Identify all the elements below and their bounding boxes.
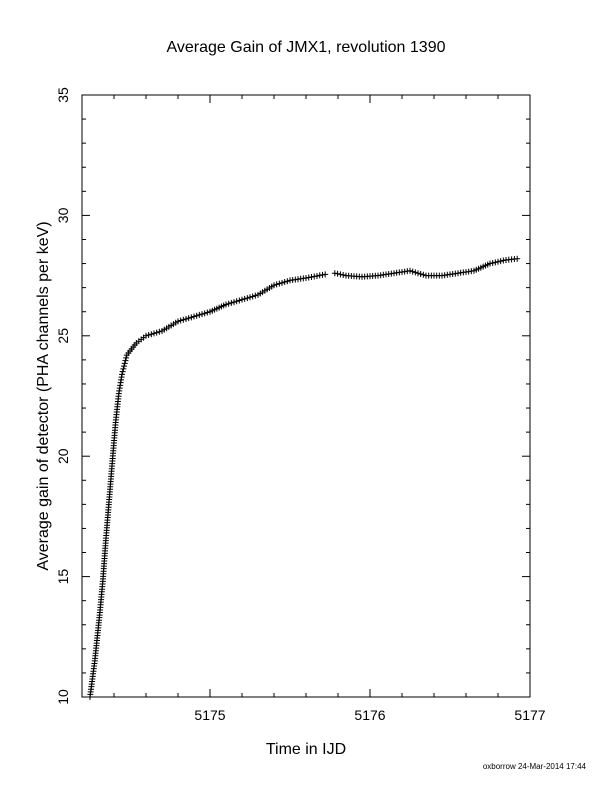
data-point-interp <box>279 279 285 286</box>
data-point <box>223 301 229 308</box>
data-point-interp <box>284 278 291 285</box>
data-point-interp <box>156 328 163 335</box>
x-axis-tick-labels: 5175 5176 5177 <box>194 707 545 723</box>
data-point <box>514 255 521 262</box>
y-tick-label: 15 <box>55 569 71 585</box>
data-point-interp <box>228 299 235 306</box>
data-point-interp <box>119 368 126 375</box>
data-point-interp <box>420 271 427 278</box>
data-point-interp <box>247 294 253 301</box>
data-point-interp <box>177 317 184 324</box>
y-tick-label: 35 <box>55 87 71 103</box>
data-point <box>191 313 197 320</box>
data-point-interp <box>122 357 129 364</box>
data-point-interp <box>412 269 419 276</box>
data-point-interp <box>196 311 203 318</box>
data-point <box>271 282 277 289</box>
data-point-interp <box>252 292 259 299</box>
data-point-interp <box>489 259 496 266</box>
x-axis-label: Time in IJD <box>266 741 346 758</box>
data-point-interp <box>497 258 504 265</box>
data-point-interp <box>249 293 256 300</box>
data-point-interp <box>148 331 155 338</box>
data-markers <box>87 255 521 700</box>
data-point-interp <box>199 311 205 318</box>
data-point-interp <box>120 365 127 372</box>
data-point-interp <box>121 360 128 367</box>
data-point-interp <box>337 271 344 278</box>
y-axis-tick-labels: 10 15 20 25 30 35 <box>55 87 71 705</box>
y-tick-label: 25 <box>55 328 71 344</box>
data-point-interp <box>334 270 341 277</box>
data-point <box>239 296 245 303</box>
data-point-interp <box>236 297 243 304</box>
data-point-interp <box>281 279 288 286</box>
data-point <box>303 275 309 282</box>
data-point-interp <box>500 257 507 264</box>
x-tick-label: 5177 <box>514 707 545 723</box>
data-point <box>143 332 149 339</box>
data-point-interp <box>311 273 318 280</box>
x-tick-label: 5175 <box>194 707 225 723</box>
data-point-interp <box>273 281 280 288</box>
chart-title: Average Gain of JMX1, revolution 1390 <box>167 39 446 56</box>
plot-frame <box>81 94 531 698</box>
data-point-interp <box>316 272 323 279</box>
data-point <box>331 270 338 277</box>
data-point-interp <box>231 299 237 306</box>
data-point-interp <box>244 295 251 302</box>
data-point-interp <box>121 363 128 370</box>
y-tick-label: 30 <box>55 207 71 223</box>
data-point <box>407 267 413 274</box>
data-point-interp <box>417 270 424 277</box>
data-point-interp <box>495 258 501 265</box>
y-axis-ticks <box>82 94 530 698</box>
data-point-interp <box>183 315 189 322</box>
data-point-interp <box>492 259 499 266</box>
data-point <box>175 318 181 325</box>
data-point-interp <box>319 271 326 278</box>
data-point-interp <box>305 274 312 281</box>
data-point-interp <box>151 330 157 337</box>
data-point-interp <box>233 298 240 305</box>
data-point-interp <box>153 329 160 336</box>
data-point-interp <box>340 271 347 278</box>
x-tick-label: 5176 <box>354 707 385 723</box>
data-point-interp <box>123 354 130 361</box>
data-point-interp <box>409 268 416 275</box>
data-point-interp <box>201 310 208 317</box>
data-point-interp <box>415 270 421 277</box>
footer-credit: oxborrow 24-Mar-2014 17:44 <box>483 762 587 771</box>
data-point <box>119 371 125 378</box>
y-tick-label: 10 <box>55 689 71 705</box>
data-point-interp <box>276 280 283 287</box>
data-point-interp <box>313 272 320 279</box>
data-point <box>487 260 493 267</box>
y-tick-label: 20 <box>55 448 71 464</box>
data-point <box>322 271 329 278</box>
data-point-interp <box>193 312 200 319</box>
data-point-interp <box>145 331 152 338</box>
x-axis-ticks <box>81 95 531 697</box>
data-point-interp <box>225 300 232 307</box>
data-point-interp <box>308 273 315 280</box>
data-point-interp <box>188 314 195 321</box>
data-point-interp <box>241 295 248 302</box>
data-point-interp <box>204 309 211 316</box>
data-point-interp <box>185 315 192 322</box>
data-point-interp <box>180 316 187 323</box>
y-axis-label: Average gain of detector (PHA channels p… <box>35 221 52 570</box>
